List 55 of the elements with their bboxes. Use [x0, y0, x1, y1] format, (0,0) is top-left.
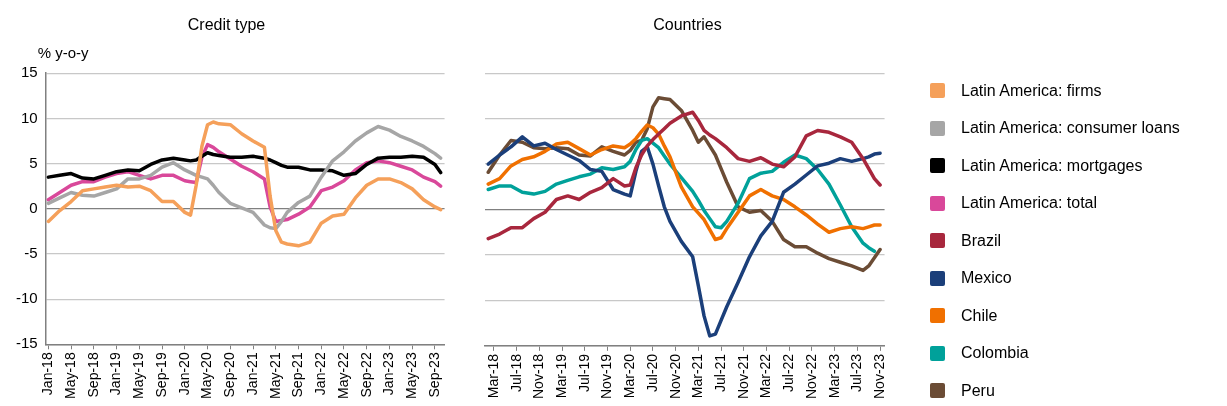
x-tick-label: Jan-18 — [39, 352, 56, 396]
y-tick-label: 0 — [29, 198, 38, 216]
x-tick-label: Mar-23 — [825, 353, 842, 399]
x-tick-label: May-18 — [61, 352, 78, 399]
x-tick-label: May-23 — [403, 352, 420, 399]
x-tick-label: Mar-20 — [621, 353, 638, 399]
legend-label: Latin America: total — [961, 194, 1098, 213]
x-tick-label: Mar-19 — [552, 353, 569, 399]
x-tick-label: Nov-18 — [530, 353, 547, 400]
x-tick-label: Mar-21 — [689, 353, 706, 399]
legend-label: Latin America: consumer loans — [961, 119, 1180, 138]
x-tick-label: Jul-18 — [507, 353, 524, 393]
chart-title: Countries — [653, 16, 722, 34]
x-tick-label: Nov-19 — [598, 353, 615, 400]
x-tick-label: Jul-21 — [711, 353, 728, 393]
y-tick-label: -10 — [15, 289, 38, 307]
x-tick-label: Jul-20 — [643, 353, 660, 393]
x-tick-label: Sep-21 — [289, 352, 306, 398]
x-tick-label: Jul-23 — [848, 353, 865, 393]
x-tick-label: Mar-18 — [484, 353, 501, 399]
legend-label: Colombia — [961, 344, 1029, 363]
x-tick-label: Mar-22 — [757, 353, 774, 399]
x-tick-label: Nov-23 — [870, 353, 887, 400]
legend-label: Peru — [961, 381, 995, 400]
legend-label: Latin America: firms — [961, 81, 1102, 100]
x-tick-label: Nov-21 — [734, 353, 751, 400]
x-tick-label: Sep-20 — [221, 352, 238, 398]
x-tick-label: Jan-19 — [107, 352, 124, 396]
x-tick-label: Sep-19 — [152, 352, 169, 398]
x-tick-label: Jul-19 — [575, 353, 592, 393]
x-tick-label: Jan-22 — [312, 352, 329, 396]
y-tick-label: -5 — [24, 244, 38, 262]
y-tick-label: 15 — [20, 63, 38, 81]
x-tick-label: Jan-20 — [175, 352, 192, 396]
legend-label: Mexico — [961, 269, 1012, 288]
x-tick-label: May-21 — [266, 352, 283, 399]
y-axis-title: % y-o-y — [37, 43, 90, 61]
y-tick-label: -15 — [15, 334, 38, 352]
x-tick-label: Nov-20 — [666, 353, 683, 400]
x-tick-label: Sep-23 — [425, 352, 442, 398]
x-tick-label: May-22 — [334, 352, 351, 399]
x-tick-label: Jan-23 — [380, 352, 397, 396]
x-tick-label: Jul-22 — [780, 353, 797, 393]
legend-label: Brazil — [961, 231, 1002, 250]
x-tick-label: May-20 — [198, 352, 215, 399]
x-tick-label: Sep-18 — [84, 352, 101, 398]
x-tick-label: Sep-22 — [357, 352, 374, 398]
legend-label: Latin America: mortgages — [961, 156, 1143, 175]
y-tick-label: 5 — [29, 153, 38, 171]
x-tick-label: Jan-21 — [243, 352, 260, 396]
x-tick-label: Nov-22 — [802, 353, 819, 400]
chart-title: Credit type — [187, 16, 266, 34]
legend-label: Chile — [961, 306, 998, 325]
y-tick-label: 10 — [20, 108, 38, 126]
x-tick-label: May-19 — [130, 352, 147, 399]
